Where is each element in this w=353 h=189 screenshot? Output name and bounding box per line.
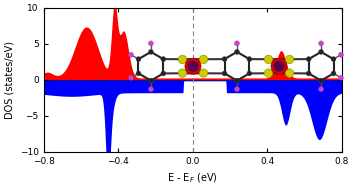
Circle shape xyxy=(319,87,324,92)
Circle shape xyxy=(222,71,227,76)
Circle shape xyxy=(264,55,273,64)
Circle shape xyxy=(264,69,273,77)
Circle shape xyxy=(234,41,239,46)
X-axis label: E - E$_F$ (eV): E - E$_F$ (eV) xyxy=(167,171,218,185)
Circle shape xyxy=(339,52,343,57)
Circle shape xyxy=(247,57,252,62)
Circle shape xyxy=(339,75,343,80)
Circle shape xyxy=(148,87,154,92)
Circle shape xyxy=(161,57,166,62)
Circle shape xyxy=(199,55,208,64)
Circle shape xyxy=(271,58,287,74)
Circle shape xyxy=(234,50,239,54)
Circle shape xyxy=(306,71,311,76)
Circle shape xyxy=(128,52,133,57)
Circle shape xyxy=(319,41,324,46)
Circle shape xyxy=(128,75,133,80)
Circle shape xyxy=(148,50,154,54)
Circle shape xyxy=(285,55,294,64)
Circle shape xyxy=(234,78,239,83)
Circle shape xyxy=(178,55,187,64)
Circle shape xyxy=(247,71,252,76)
Circle shape xyxy=(136,71,141,76)
Circle shape xyxy=(148,41,154,46)
Circle shape xyxy=(331,57,336,62)
Circle shape xyxy=(185,58,201,74)
Circle shape xyxy=(285,69,294,77)
Circle shape xyxy=(234,87,239,92)
Circle shape xyxy=(148,78,154,83)
Circle shape xyxy=(188,61,198,71)
Y-axis label: DOS (states/eV): DOS (states/eV) xyxy=(4,41,14,119)
Circle shape xyxy=(199,69,208,77)
Circle shape xyxy=(136,57,141,62)
Circle shape xyxy=(319,78,324,83)
Circle shape xyxy=(306,57,311,62)
Circle shape xyxy=(274,61,284,71)
Circle shape xyxy=(178,69,187,77)
Circle shape xyxy=(161,71,166,76)
Circle shape xyxy=(331,71,336,76)
Circle shape xyxy=(319,50,324,54)
Circle shape xyxy=(222,57,227,62)
